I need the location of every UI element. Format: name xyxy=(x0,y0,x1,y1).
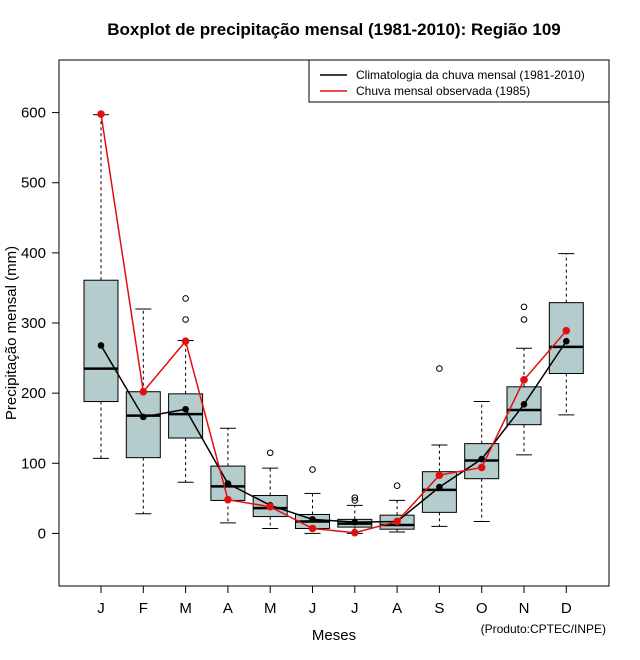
outlier-point xyxy=(266,449,274,457)
series-1-point xyxy=(351,518,359,526)
outlier-point xyxy=(182,316,189,323)
y-tick-label: 100 xyxy=(21,455,46,472)
legend-label-climatology: Climatologia da chuva mensal (1981-2010) xyxy=(356,68,585,82)
box-rect xyxy=(125,391,161,459)
series-2-point xyxy=(181,337,190,346)
x-tick-label: O xyxy=(476,600,488,617)
footnote: (Produto:CPTEC/INPE) xyxy=(481,622,606,636)
series-2-point xyxy=(97,110,105,118)
series-1-point xyxy=(97,342,105,349)
series-2-point xyxy=(562,326,571,335)
outlier-point xyxy=(520,316,528,323)
x-tick-label: N xyxy=(519,600,530,617)
box-5 xyxy=(252,449,288,529)
box-6 xyxy=(295,466,330,534)
series-1-point xyxy=(224,480,232,487)
series-2-point xyxy=(520,376,528,384)
series-1-point xyxy=(436,483,443,491)
outlier-point xyxy=(351,494,359,501)
box-group xyxy=(83,114,584,534)
box-1 xyxy=(83,114,119,459)
legend-label-observed: Chuva mensal observada (1985) xyxy=(356,84,530,98)
series-1-point xyxy=(563,337,570,345)
series-2-point xyxy=(435,471,444,479)
box-12 xyxy=(548,253,584,416)
series-2-point xyxy=(266,502,275,511)
x-tick-label: J xyxy=(97,600,105,617)
series-2-point xyxy=(393,517,401,526)
x-tick-label: D xyxy=(561,600,572,617)
box-9 xyxy=(421,365,457,527)
x-tick-label: A xyxy=(392,600,402,617)
box-3 xyxy=(168,295,204,483)
series-1-point xyxy=(309,516,316,523)
series-1-point xyxy=(140,413,147,421)
series-2-point xyxy=(224,495,232,504)
x-tick-label: S xyxy=(434,600,444,617)
x-tick-label: M xyxy=(179,600,192,617)
y-tick-label: 600 xyxy=(21,105,46,122)
chart-title: Boxplot de precipitação mensal (1981-201… xyxy=(107,20,561,39)
outlier-point xyxy=(309,466,316,473)
y-tick-label: 400 xyxy=(21,245,46,262)
legend: Climatologia da chuva mensal (1981-2010)… xyxy=(308,59,610,103)
y-axis-label: Precipitação mensal (mm) xyxy=(3,246,20,420)
outlier-point xyxy=(436,365,443,372)
x-tick-label: M xyxy=(264,600,277,617)
x-axis-label: Meses xyxy=(312,627,356,644)
y-tick-label: 300 xyxy=(21,315,46,332)
series-2-point xyxy=(351,528,359,537)
box-4 xyxy=(210,427,246,524)
series-1-point xyxy=(520,401,528,408)
x-tick-label: F xyxy=(139,600,148,617)
outlier-point xyxy=(520,303,528,311)
series-line-2 xyxy=(100,113,567,534)
series-2-point xyxy=(477,463,486,472)
legend-box xyxy=(308,59,610,103)
plot-frame xyxy=(58,59,610,587)
y-tick-label: 500 xyxy=(21,175,46,192)
y-axis: 0 100 200 300 400 500 600 xyxy=(21,105,60,542)
series-line-1 xyxy=(100,340,567,523)
x-tick-label: J xyxy=(309,600,317,617)
series-lines xyxy=(97,110,571,537)
y-tick-label: 200 xyxy=(21,385,46,402)
outlier-point xyxy=(351,497,359,504)
x-tick-label: J xyxy=(351,600,359,617)
box-rect xyxy=(83,279,119,403)
outlier-point xyxy=(182,295,189,302)
series-1-point xyxy=(182,405,189,413)
y-tick-label: 0 xyxy=(38,525,46,542)
box-2 xyxy=(125,308,161,515)
box-7 xyxy=(337,494,373,534)
series-2-point xyxy=(308,524,317,533)
outlier-point xyxy=(393,482,401,490)
series-2-point xyxy=(139,387,148,396)
series-1-point xyxy=(478,455,486,463)
x-tick-label: A xyxy=(223,600,233,617)
